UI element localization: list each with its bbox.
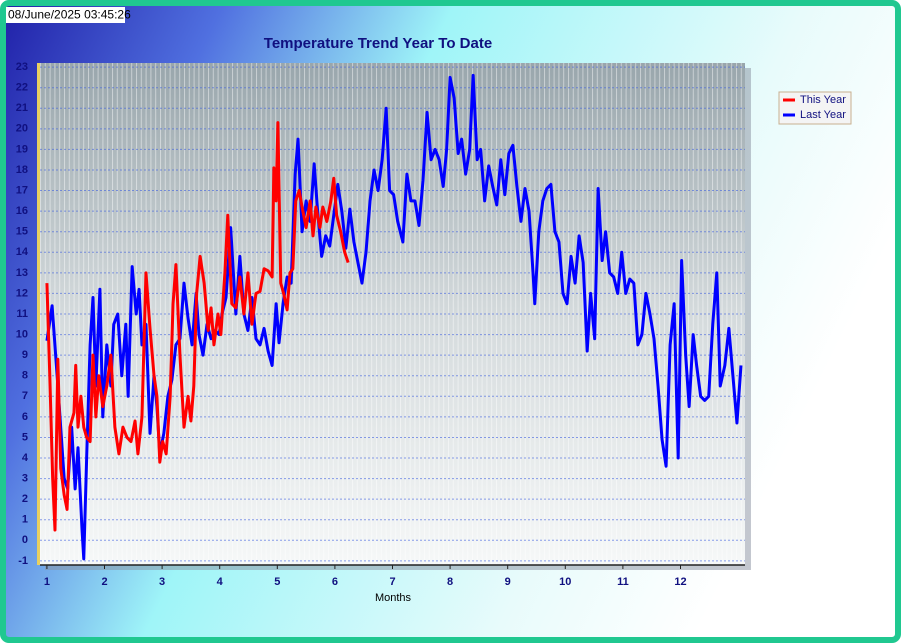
timestamp: 08/June/2025 03:45:26 <box>8 8 131 22</box>
timestamp-box <box>6 7 125 23</box>
y-tick-label: 1 <box>22 514 28 526</box>
y-tick-label: 22 <box>16 82 28 94</box>
y-tick-label: 7 <box>22 390 28 402</box>
x-tick-label: 1 <box>44 576 50 588</box>
y-tick-label: 12 <box>16 287 28 299</box>
y-tick-label: 5 <box>22 431 28 443</box>
y-tick-label: 19 <box>16 143 28 155</box>
y-tick-label: 4 <box>22 452 29 464</box>
x-tick-label: 4 <box>217 576 224 588</box>
legend-box <box>778 91 852 125</box>
y-tick-label: 9 <box>22 349 28 361</box>
y-tick-label: 3 <box>22 472 28 484</box>
y-tick-label: 21 <box>16 102 28 114</box>
y-tick-label: 6 <box>22 411 28 423</box>
y-tick-label: 17 <box>16 184 28 196</box>
x-tick-label: 7 <box>389 576 395 588</box>
x-tick-label: 2 <box>101 576 107 588</box>
y-tick-label: 18 <box>16 164 28 176</box>
y-tick-label: -1 <box>18 555 28 567</box>
y-tick-label: 23 <box>16 61 28 73</box>
y-tick-label: 0 <box>22 534 28 546</box>
y-tick-label: 10 <box>16 328 28 340</box>
x-tick-label: 12 <box>674 576 686 588</box>
y-tick-label: 16 <box>16 205 28 217</box>
x-tick-label: 3 <box>159 576 165 588</box>
x-tick-label: 10 <box>559 576 571 588</box>
series-line <box>45 121 350 532</box>
y-tick-label: 8 <box>22 370 28 382</box>
x-tick-label: 11 <box>617 576 629 588</box>
x-axis-label: Months <box>375 592 412 604</box>
y-tick-label: 14 <box>16 246 29 258</box>
chart-title: Temperature Trend Year To Date <box>264 35 492 52</box>
x-tick-label: 6 <box>332 576 338 588</box>
x-tick-label: 8 <box>447 576 453 588</box>
legend: This Year Last Year <box>778 91 852 125</box>
y-tick-label: 13 <box>16 267 28 279</box>
y-tick-label: 11 <box>16 308 28 320</box>
y-tick-label: 15 <box>16 226 28 238</box>
legend-label: Last Year <box>800 109 846 121</box>
x-tick-label: 5 <box>274 576 280 588</box>
y-tick-label: 20 <box>16 123 28 135</box>
plot-edge <box>37 63 40 565</box>
y-tick-label: 2 <box>22 493 28 505</box>
x-tick-label: 9 <box>505 576 511 588</box>
legend-label: This Year <box>800 94 846 106</box>
